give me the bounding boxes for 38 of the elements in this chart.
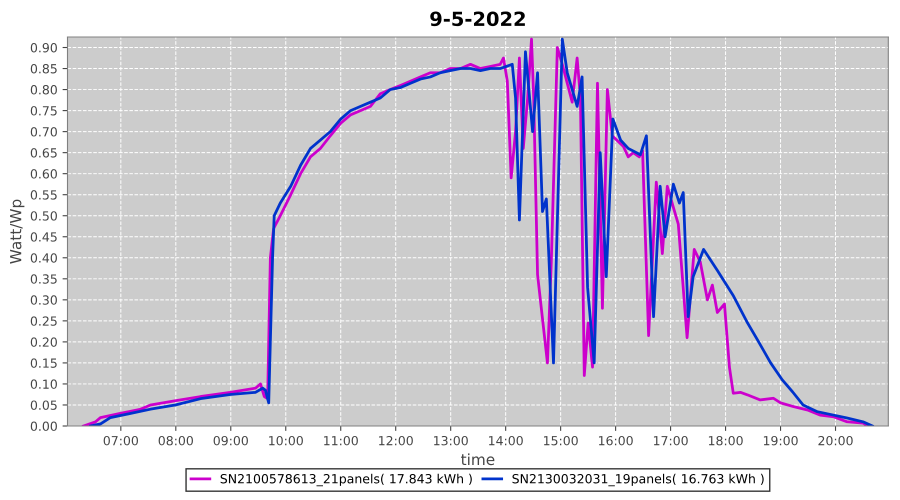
y-tick-label: 0.35 <box>30 274 57 284</box>
legend-label: SN2130032031_19panels( 16.763 kWh ) <box>512 474 764 486</box>
x-tick-label: 07:00 <box>104 436 138 446</box>
y-tick-label: 0.45 <box>30 232 57 242</box>
x-tick-label: 16:00 <box>598 436 633 446</box>
x-tick-label: 15:00 <box>544 436 578 446</box>
x-tick-label: 11:00 <box>324 436 358 446</box>
y-tick-label: 0.50 <box>30 211 57 221</box>
x-tick-label: 09:00 <box>214 436 248 446</box>
y-tick-label: 0.40 <box>30 253 57 263</box>
y-tick-label: 0.10 <box>30 379 57 389</box>
x-tick-label: 08:00 <box>158 436 193 446</box>
y-tick-label: 0.05 <box>30 400 57 410</box>
chart-title: 9-5-2022 <box>430 11 525 26</box>
y-tick-label: 0.55 <box>30 190 57 200</box>
x-tick-label: 17:00 <box>654 436 688 446</box>
y-axis-title: Watt/Wp <box>10 200 24 264</box>
x-tick-label: 18:00 <box>708 436 743 446</box>
x-tick-label: 20:00 <box>818 436 853 446</box>
x-tick-label: 13:00 <box>434 436 468 446</box>
y-tick-label: 0.25 <box>30 316 57 326</box>
y-tick-label: 0.15 <box>30 358 57 368</box>
x-tick-label: 10:00 <box>269 436 303 446</box>
y-tick-label: 0.30 <box>30 295 57 305</box>
y-tick-label: 0.65 <box>30 148 57 158</box>
x-tick-label: 14:00 <box>489 436 523 446</box>
y-tick-label: 0.90 <box>30 42 57 52</box>
y-tick-label: 0.75 <box>30 106 57 116</box>
x-tick-label: 12:00 <box>379 436 413 446</box>
y-tick-label: 0.80 <box>30 85 57 94</box>
x-axis-title: time <box>461 453 494 466</box>
y-tick-label: 0.60 <box>30 169 57 179</box>
legend-label: SN2100578613_21panels( 17.843 kWh ) <box>220 474 472 486</box>
y-tick-label: 0.70 <box>30 127 57 137</box>
y-tick-label: 0.00 <box>30 421 57 431</box>
y-tick-label: 0.85 <box>30 64 57 74</box>
x-tick-label: 19:00 <box>764 436 798 446</box>
y-tick-label: 0.20 <box>30 337 57 347</box>
